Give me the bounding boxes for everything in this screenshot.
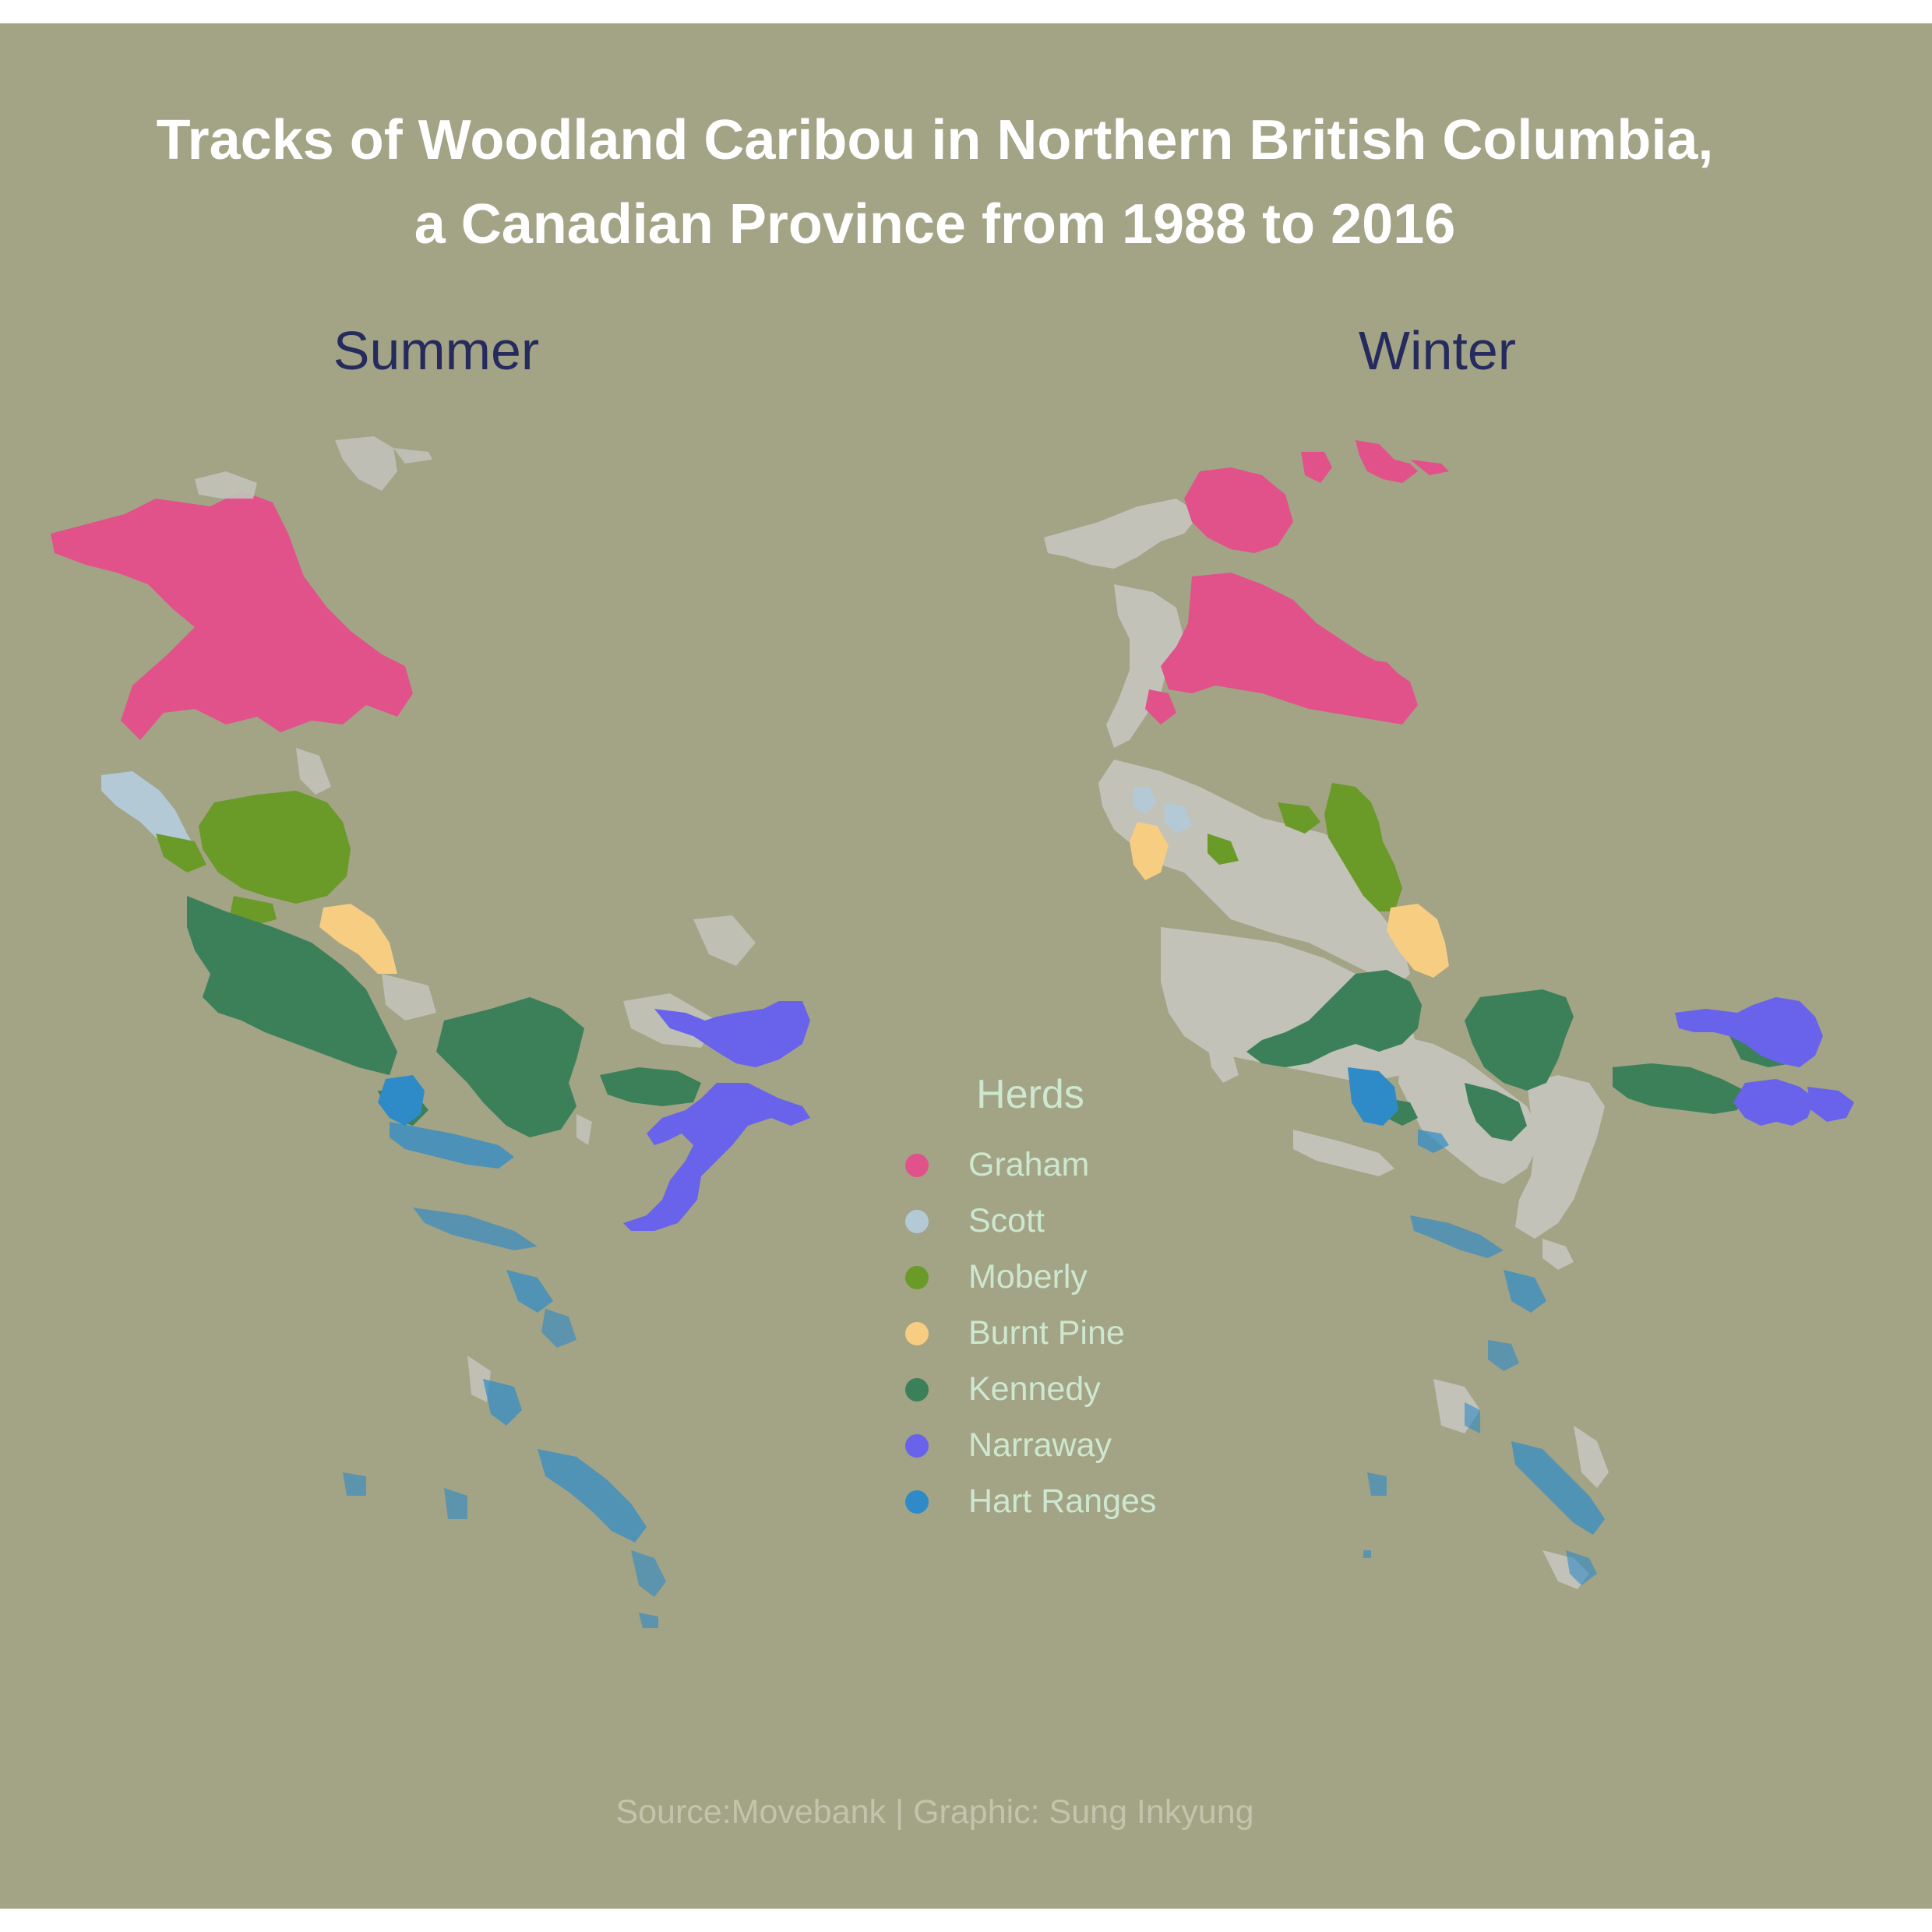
winter-tracks-map	[1044, 440, 1854, 1589]
winter-graham-tracks	[1145, 440, 1449, 724]
legend-swatch	[905, 1210, 929, 1233]
summer-narraway-tracks	[623, 1001, 810, 1231]
summer-graham-tracks	[51, 491, 413, 740]
winter-kennedy-tracks	[1246, 970, 1800, 1141]
legend-item: Hart Ranges	[896, 1478, 1223, 1534]
legend: Herds Graham Scott Moberly Burnt Pine Ke…	[896, 1071, 1223, 1534]
legend-label: Hart Ranges	[968, 1482, 1157, 1520]
title-line-1: Tracks of Woodland Caribou in Northern B…	[156, 109, 1714, 171]
legend-item: Scott	[896, 1197, 1223, 1253]
winter-moberly-tracks	[1208, 783, 1402, 911]
summer-other-tracks	[195, 436, 756, 1402]
legend-label: Scott	[968, 1202, 1045, 1239]
legend-label: Kennedy	[968, 1370, 1101, 1408]
legend-label: Graham	[968, 1146, 1090, 1183]
legend-swatch	[905, 1378, 929, 1401]
source-caption: Source:Movebank | Graphic: Sung Inkyung	[615, 1793, 1254, 1831]
legend-swatch	[905, 1322, 929, 1345]
legend-title: Herds	[976, 1072, 1084, 1117]
facet-label-summer: Summer	[333, 320, 540, 381]
legend-label: Burnt Pine	[968, 1314, 1125, 1352]
legend-item: Kennedy	[896, 1366, 1223, 1422]
legend-swatch	[905, 1266, 929, 1289]
winter-burntpine-tracks	[1130, 822, 1449, 978]
facet-label-winter: Winter	[1358, 320, 1517, 381]
summer-hartranges-tracks	[343, 1075, 666, 1628]
title-line-2: a Canadian Province from 1988 to 2016	[414, 193, 1456, 256]
legend-swatch	[905, 1490, 929, 1514]
summer-kennedy-tracks	[187, 896, 701, 1137]
legend-item: Burnt Pine	[896, 1310, 1223, 1366]
legend-item: Moberly	[896, 1253, 1223, 1310]
legend-label: Narraway	[968, 1426, 1112, 1464]
summer-moberly-tracks	[156, 791, 351, 927]
winter-scott-tracks	[1133, 787, 1192, 834]
summer-burntpine-tracks	[319, 904, 397, 974]
legend-swatch	[905, 1154, 929, 1177]
winter-narraway-tracks	[1675, 997, 1854, 1126]
legend-swatch	[905, 1434, 929, 1458]
legend-item: Graham	[896, 1141, 1223, 1197]
winter-hartranges-tracks	[1348, 1067, 1605, 1585]
legend-label: Moberly	[968, 1258, 1088, 1296]
summer-tracks-map	[51, 436, 810, 1628]
legend-item: Narraway	[896, 1422, 1223, 1478]
map-panel: Tracks of Woodland Caribou in Northern B…	[0, 23, 1932, 1909]
